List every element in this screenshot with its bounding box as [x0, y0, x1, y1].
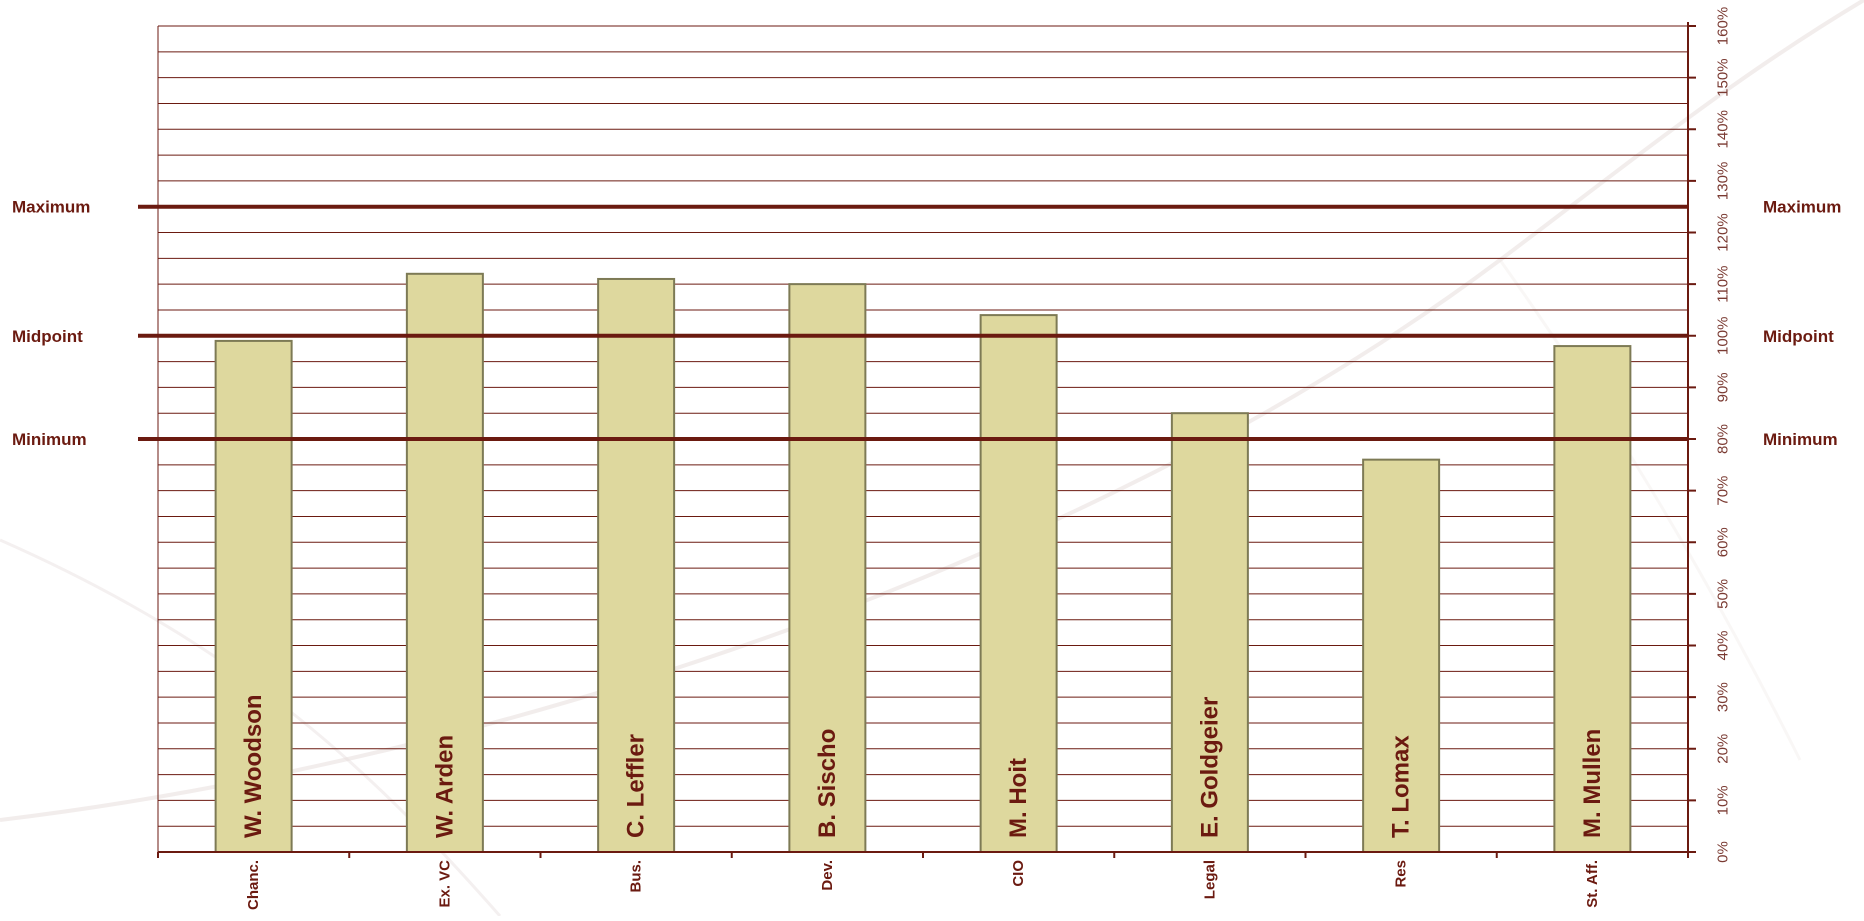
y-tick-label: 0% [1715, 841, 1732, 863]
y-tick-label: 60% [1715, 527, 1732, 557]
y-tick-label: 40% [1715, 630, 1732, 660]
y-tick-label: 80% [1715, 424, 1732, 454]
labels: Maximum Maximum Midpoint Midpoint Minimum Min… [12, 7, 1841, 910]
axes [157, 22, 1696, 858]
y-tick-label: 50% [1715, 579, 1732, 609]
bar-name-label: E. Goldgeier [1196, 697, 1223, 838]
bar-name-label: W. Arden [431, 735, 458, 838]
reference-label-right: Midpoint [1763, 327, 1834, 346]
bar [1362, 458, 1441, 853]
reference-label-right: Minimum [1763, 430, 1838, 449]
decorative-curve [0, 538, 502, 917]
bar [597, 277, 676, 853]
y-tick-label: 150% [1715, 58, 1732, 96]
category-label: Chanc. [245, 860, 262, 910]
category-label: Ex. VC [436, 860, 453, 908]
y-tick-label: 10% [1715, 785, 1732, 815]
bar [1553, 345, 1632, 853]
bar [788, 283, 867, 853]
bar [1170, 412, 1249, 853]
y-tick-label: 30% [1715, 682, 1732, 712]
bar-name-label: B. Sischo [814, 729, 841, 838]
category-label: St. Aff. [1584, 860, 1601, 908]
reference-label-left: Minimum [12, 430, 87, 449]
y-tick-label: 160% [1715, 7, 1732, 45]
reference-label-right: Maximum [1763, 198, 1841, 217]
y-tick-label: 20% [1715, 734, 1732, 764]
y-tick-label: 130% [1715, 162, 1732, 200]
category-label: CIO [1010, 860, 1027, 887]
y-tick-label: 140% [1715, 110, 1732, 148]
y-tick-label: 110% [1715, 265, 1732, 302]
bar [405, 272, 484, 853]
bar-name-label: W. Woodson [240, 694, 267, 838]
bars [214, 272, 1632, 854]
bar-name-label: M. Mullen [1579, 729, 1606, 838]
reference-label-left: Midpoint [12, 327, 83, 346]
bar [214, 339, 293, 853]
bar-name-label: M. Hoit [1005, 758, 1032, 838]
category-label: Res [1393, 860, 1410, 888]
reference-label-left: Maximum [12, 198, 90, 217]
bar [979, 314, 1058, 854]
y-tick-label: 90% [1715, 372, 1732, 402]
y-tick-label: 70% [1715, 476, 1732, 506]
y-tick-label: 120% [1715, 213, 1732, 251]
decorative-curve [1498, 259, 1802, 761]
category-label: Bus. [628, 860, 645, 893]
category-label: Legal [1201, 860, 1218, 899]
reference-lines [138, 204, 1688, 441]
bar-name-label: T. Lomax [1388, 735, 1415, 838]
y-tick-label: 100% [1715, 317, 1732, 355]
category-label: Dev. [819, 860, 836, 891]
bar-name-label: C. Leffler [623, 734, 650, 838]
